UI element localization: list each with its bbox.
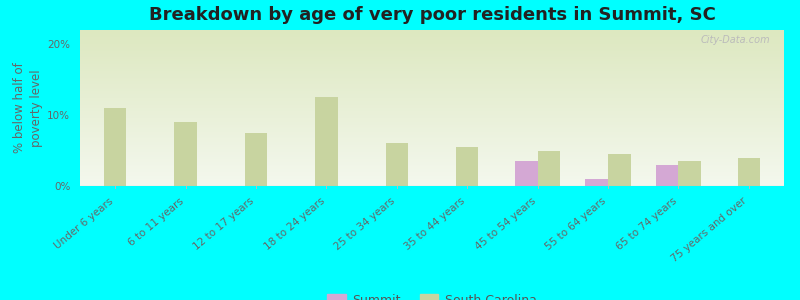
Legend: Summit, South Carolina: Summit, South Carolina [322,289,542,300]
Bar [104,108,126,186]
Bar [515,161,538,186]
Title: Breakdown by age of very poor residents in Summit, SC: Breakdown by age of very poor residents … [149,6,715,24]
Bar [538,151,560,186]
Bar [386,143,408,186]
Bar [174,122,197,186]
Bar [586,179,608,186]
Bar [738,158,760,186]
Y-axis label: % below half of
poverty level: % below half of poverty level [13,63,43,153]
Bar [678,161,701,186]
Bar [315,98,338,186]
Bar [656,165,678,186]
Bar [608,154,630,186]
Bar [245,133,267,186]
Text: City-Data.com: City-Data.com [700,35,770,45]
Bar [456,147,478,186]
